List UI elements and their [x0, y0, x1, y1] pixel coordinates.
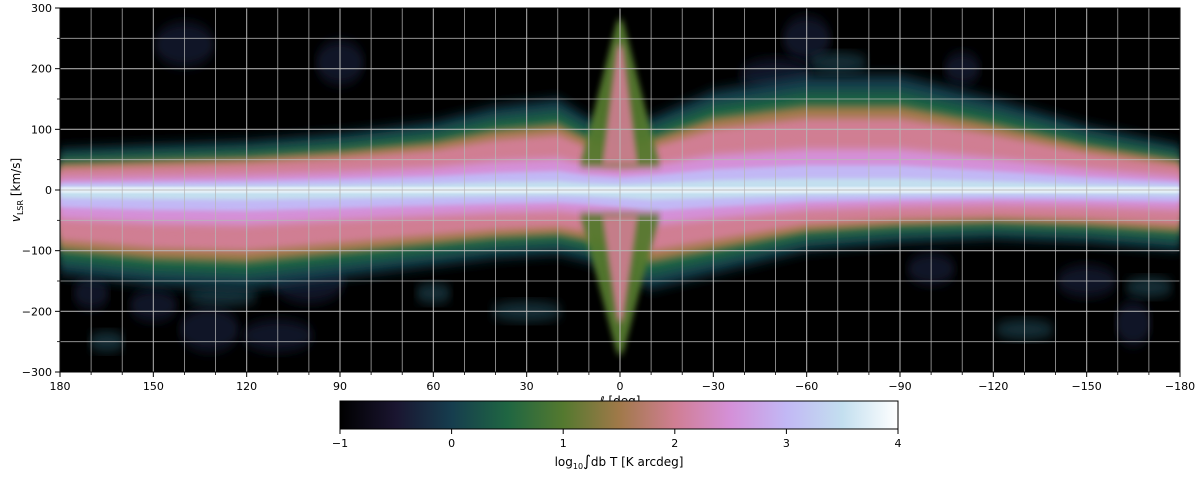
x-tick-label: 90 — [333, 380, 347, 393]
colorbar: −1 0 1 2 3 4 log10∫db T [K arcdeg] — [332, 400, 902, 471]
y-axis-label-symbol: v — [9, 214, 23, 222]
x-tick-label: 180 — [50, 380, 71, 393]
y-tick-label: −100 — [22, 245, 52, 258]
x-tick-label: 30 — [520, 380, 534, 393]
x-tick-label: 60 — [426, 380, 440, 393]
colorbar-gradient — [339, 400, 899, 430]
y-tick-label: 300 — [31, 2, 52, 15]
plot-area — [59, 7, 1181, 373]
colorbar-label-log: log — [555, 455, 573, 469]
y-axis: 300 200 100 0 −100 −200 −300 — [22, 2, 60, 379]
colorbar-tick-label: 2 — [671, 437, 678, 450]
y-axis-label-unit: [km/s] — [9, 158, 23, 200]
x-tick-label: −180 — [1165, 380, 1195, 393]
x-tick-label: −90 — [888, 380, 911, 393]
x-tick-label: 0 — [617, 380, 624, 393]
halo-emission-blob — [179, 307, 240, 352]
x-tick-label: 120 — [236, 380, 257, 393]
y-tick-label: −200 — [22, 305, 52, 318]
colorbar-tick-label: 4 — [895, 437, 902, 450]
x-tick-label: −30 — [702, 380, 725, 393]
halo-emission-blob — [1115, 301, 1152, 346]
colorbar-tick-label: 0 — [448, 437, 455, 450]
y-axis-label: vLSR [km/s] — [9, 158, 25, 222]
y-axis-label-subscript: LSR — [16, 200, 25, 216]
x-tick-label: −60 — [795, 380, 818, 393]
grid — [60, 8, 1180, 372]
x-tick-label: −120 — [978, 380, 1008, 393]
colorbar-tick-label: 1 — [560, 437, 567, 450]
colorbar-label-rest: db T [K arcdeg] — [591, 455, 683, 469]
colorbar-tick-label: 3 — [783, 437, 790, 450]
colorbar-tick-label: −1 — [332, 437, 348, 450]
y-tick-label: 0 — [45, 184, 52, 197]
colorbar-ticks: −1 0 1 2 3 4 — [332, 429, 902, 450]
colorbar-label: log10∫db T [K arcdeg] — [555, 452, 684, 471]
colorbar-label-integral: ∫ — [583, 452, 591, 470]
x-tick-label: 150 — [143, 380, 164, 393]
x-tick-label: −150 — [1072, 380, 1102, 393]
y-tick-label: 100 — [31, 123, 52, 136]
y-tick-label: 200 — [31, 63, 52, 76]
colorbar-label-base: 10 — [573, 462, 583, 471]
halo-emission-blob — [185, 286, 258, 307]
x-axis: 180 150 120 90 60 30 0 −30 −60 −90 −120 −150 −180 — [50, 372, 1195, 393]
y-tick-label: −300 — [22, 366, 52, 379]
